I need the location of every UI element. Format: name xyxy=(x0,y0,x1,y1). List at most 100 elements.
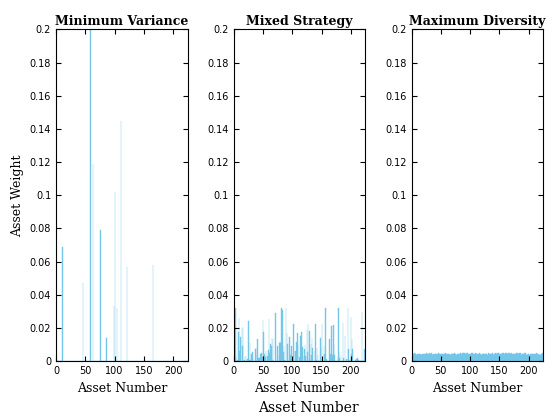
Bar xyxy=(528,354,529,361)
Bar xyxy=(465,354,466,361)
Bar xyxy=(489,353,490,361)
Bar xyxy=(315,324,316,361)
Bar xyxy=(508,353,509,361)
Bar xyxy=(308,324,309,361)
Bar xyxy=(247,359,248,361)
Bar xyxy=(499,354,500,361)
Bar xyxy=(319,360,320,361)
Bar xyxy=(482,354,483,361)
Bar xyxy=(326,360,327,361)
Bar xyxy=(476,354,477,361)
Bar xyxy=(490,354,491,361)
Bar xyxy=(531,354,532,361)
Bar xyxy=(513,354,514,361)
Bar xyxy=(339,358,340,361)
Bar xyxy=(462,354,463,361)
Bar xyxy=(278,356,279,361)
Bar xyxy=(526,354,527,361)
Y-axis label: Asset Weight: Asset Weight xyxy=(11,154,24,236)
Bar xyxy=(284,360,285,361)
Bar xyxy=(300,336,301,361)
Title: Minimum Variance: Minimum Variance xyxy=(55,15,189,28)
Bar xyxy=(418,354,419,361)
Bar xyxy=(442,354,443,361)
Bar xyxy=(436,354,437,361)
Bar xyxy=(248,321,249,361)
Bar xyxy=(305,356,306,361)
Bar xyxy=(270,344,271,361)
Bar xyxy=(460,353,461,361)
Bar xyxy=(518,353,519,361)
Bar xyxy=(475,353,476,361)
Bar xyxy=(271,346,272,361)
Bar xyxy=(543,354,544,361)
Bar xyxy=(496,354,497,361)
Bar xyxy=(349,360,350,361)
Bar xyxy=(434,354,435,361)
Bar xyxy=(525,353,526,361)
Bar xyxy=(437,354,438,361)
Bar xyxy=(480,354,481,361)
Bar xyxy=(522,354,523,361)
Bar xyxy=(523,354,524,361)
Bar xyxy=(441,354,442,361)
Bar xyxy=(507,354,508,361)
Bar xyxy=(430,354,431,361)
Bar xyxy=(501,354,502,361)
Bar xyxy=(520,353,521,361)
Bar xyxy=(414,353,415,361)
Bar xyxy=(421,354,422,361)
Bar xyxy=(340,355,341,361)
Bar xyxy=(240,337,241,361)
Bar xyxy=(311,355,312,361)
Bar xyxy=(297,333,298,361)
Bar xyxy=(302,356,303,361)
Bar xyxy=(268,349,269,361)
Bar xyxy=(511,353,512,361)
Bar xyxy=(478,354,479,361)
Bar xyxy=(443,354,444,361)
Bar xyxy=(491,354,492,361)
Bar xyxy=(506,353,507,361)
Bar xyxy=(456,354,457,361)
Bar xyxy=(301,332,302,361)
Text: Asset Number: Asset Number xyxy=(258,401,358,415)
Bar xyxy=(536,353,537,361)
Bar xyxy=(295,352,296,361)
Bar xyxy=(481,354,482,361)
Bar xyxy=(338,308,339,361)
Bar xyxy=(458,354,459,361)
Bar xyxy=(515,354,516,361)
Bar xyxy=(265,351,266,361)
Bar xyxy=(304,349,305,361)
Bar xyxy=(249,360,250,361)
Bar xyxy=(429,353,430,361)
Bar xyxy=(275,313,276,361)
Bar xyxy=(238,332,239,361)
Bar xyxy=(428,354,429,361)
Bar xyxy=(424,354,425,361)
Bar xyxy=(527,354,528,361)
Bar xyxy=(540,354,541,361)
Bar xyxy=(334,354,335,361)
X-axis label: Asset Number: Asset Number xyxy=(254,382,345,395)
Bar xyxy=(309,331,310,361)
Bar xyxy=(242,346,243,361)
Bar xyxy=(453,354,454,361)
Bar xyxy=(419,354,420,361)
Bar xyxy=(493,354,494,361)
Bar xyxy=(283,352,284,361)
Bar xyxy=(235,308,236,361)
Bar xyxy=(322,324,323,361)
Bar xyxy=(250,360,251,361)
Bar xyxy=(348,349,349,361)
Bar xyxy=(534,354,535,361)
Bar xyxy=(290,355,291,361)
Bar xyxy=(521,354,522,361)
Bar xyxy=(459,354,460,361)
Bar xyxy=(351,354,352,361)
Bar xyxy=(494,354,495,361)
Bar xyxy=(470,354,471,361)
Bar xyxy=(530,354,531,361)
Bar xyxy=(420,354,421,361)
